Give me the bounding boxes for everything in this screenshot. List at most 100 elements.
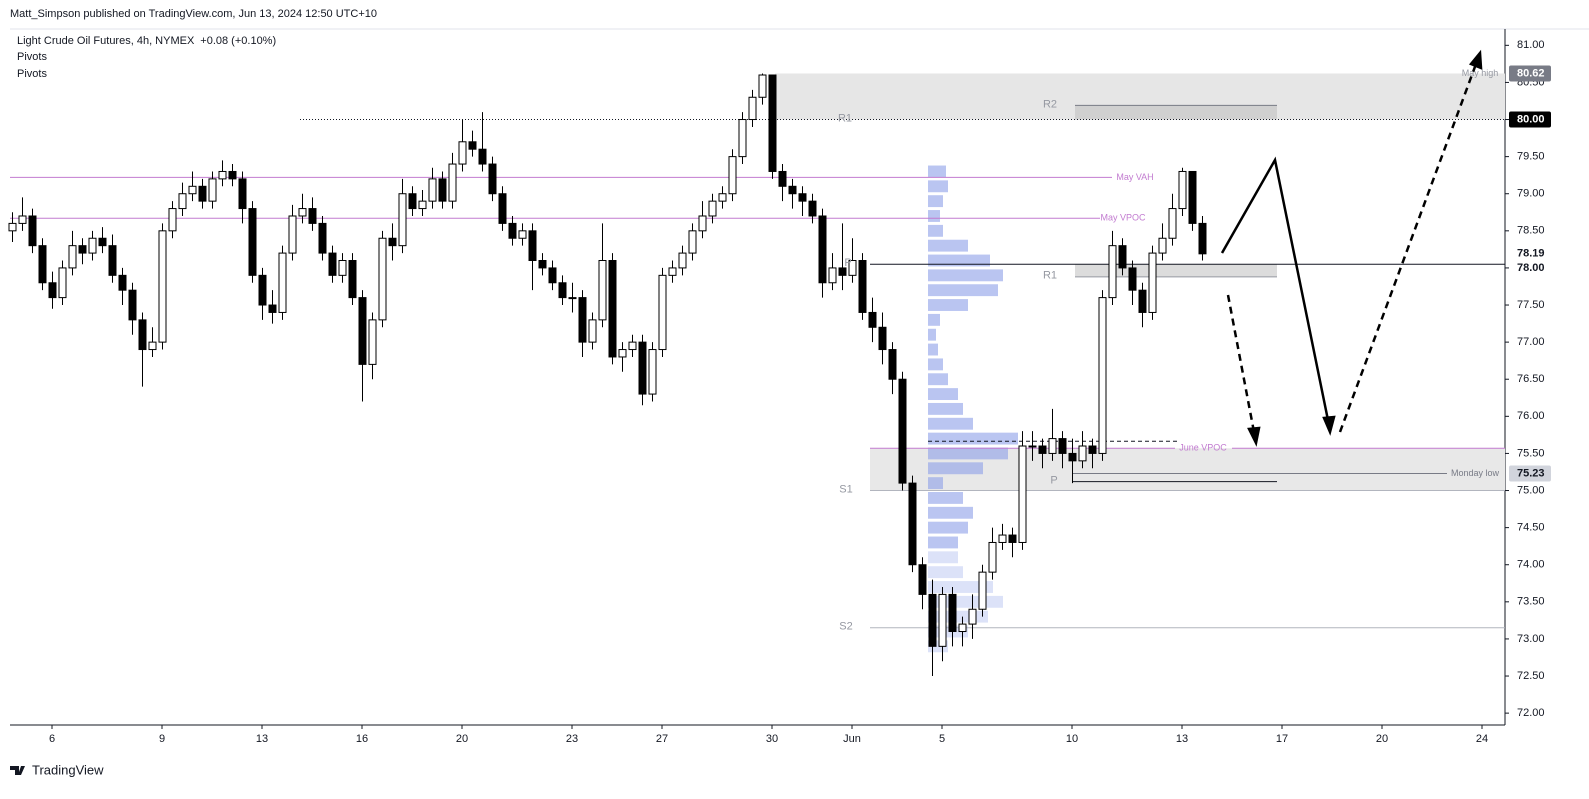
volume-bar [928,417,973,430]
zone [1075,264,1277,277]
candle-body [778,170,787,187]
candle-body [198,185,207,202]
candle-body [968,608,977,625]
arrow-head [1247,426,1261,447]
candle-body [218,170,227,180]
price-tag-label: 80.00 [1517,113,1545,125]
candle-body [698,215,707,232]
pivot-label: P [844,257,851,269]
candle-body [438,178,447,202]
x-tick-label: 17 [1276,733,1288,745]
volume-bar [928,625,968,638]
price-tag-label: 75.23 [1517,467,1545,479]
candle-body [508,222,517,239]
volume-bar [928,343,938,356]
volume-bar [928,462,983,475]
candle-body [18,215,27,224]
candle-body [1148,252,1157,313]
volume-bar [928,595,1003,608]
candle-body [68,245,77,269]
volume-bar [928,269,1003,282]
level-label: Monday low [1451,468,1500,478]
candle-body [638,341,647,395]
candle-body [1038,445,1047,454]
candle-body [128,289,137,321]
price-tag-label: 78.00 [1517,262,1545,274]
volume-bar [928,373,948,386]
candle-body [788,185,797,195]
candles [8,73,1207,677]
volume-bar [928,536,958,549]
candle-body [88,237,97,254]
candle-body [1158,237,1167,254]
candle-body [708,200,717,217]
candle-body [1018,445,1027,543]
y-tick-label: 75.50 [1517,447,1545,459]
y-tick-label: 76.00 [1517,410,1545,422]
underlay [10,73,1505,653]
candle-body [918,564,927,595]
y-tick-label: 78.50 [1517,225,1545,237]
candle-body [978,571,987,610]
pivot-label: R1 [1043,270,1057,282]
candle-body [338,260,347,276]
x-tick-label: 5 [939,733,945,745]
price-tag [1509,65,1551,82]
candle-body [238,178,247,210]
footer-text: TradingView [32,762,104,777]
volume-bar [928,492,963,504]
candle-body [1198,222,1207,255]
byline: Matt_Simpson published on TradingView.co… [10,8,377,20]
candle-body [1178,170,1187,210]
arrow-head [1322,415,1336,436]
candle-body [48,282,57,299]
y-tick-label: 79.50 [1517,151,1545,163]
candle-body [838,267,847,276]
x-tick-label: 13 [1176,733,1188,745]
candle-body [878,326,887,351]
candle-body [288,215,297,254]
candle-body [1118,245,1127,269]
candle-body [738,119,747,158]
arrow-path [1226,294,1256,433]
volume-bar [928,610,988,623]
price-tag [1509,465,1551,482]
candle-body [98,237,107,247]
y-tick-label: 77.00 [1517,336,1545,348]
volume-bar [928,313,940,326]
candle-body [408,193,417,210]
y-tick-label: 75.00 [1517,484,1545,496]
candle-body [368,319,377,365]
zone [1075,105,1277,120]
y-tick-label: 77.50 [1517,299,1545,311]
y-tick-label: 73.00 [1517,633,1545,645]
pivot-label: R1 [838,112,852,124]
y-tick-label: 74.00 [1517,559,1545,571]
candle-body [358,297,367,365]
volume-bar [928,195,943,208]
candle-body [1058,438,1067,454]
candle-body [258,274,267,306]
level-label: June VPOC [1179,443,1227,453]
candle-body [808,200,817,217]
y-tick-label: 76.50 [1517,373,1545,385]
candle-body [248,208,257,276]
candle-body [558,282,567,299]
candle-body [78,245,87,254]
volume-bar [928,581,993,593]
y-tick-label: 79.00 [1517,188,1545,200]
pivot-label: R2 [1043,98,1057,110]
candle-body [448,163,457,202]
candle-body [1108,245,1117,299]
candle-body [268,304,277,313]
pivot-label: S1 [839,483,852,495]
legend-change: +0.08 (+0.10%) [200,35,276,47]
candle-body [1028,445,1037,448]
candle-body [8,222,17,232]
indicator-label: Pivots [17,68,47,80]
x-tick-label: 20 [1376,733,1388,745]
candle-body [208,178,217,202]
volume-bar [928,254,990,267]
candle-body [138,319,147,351]
